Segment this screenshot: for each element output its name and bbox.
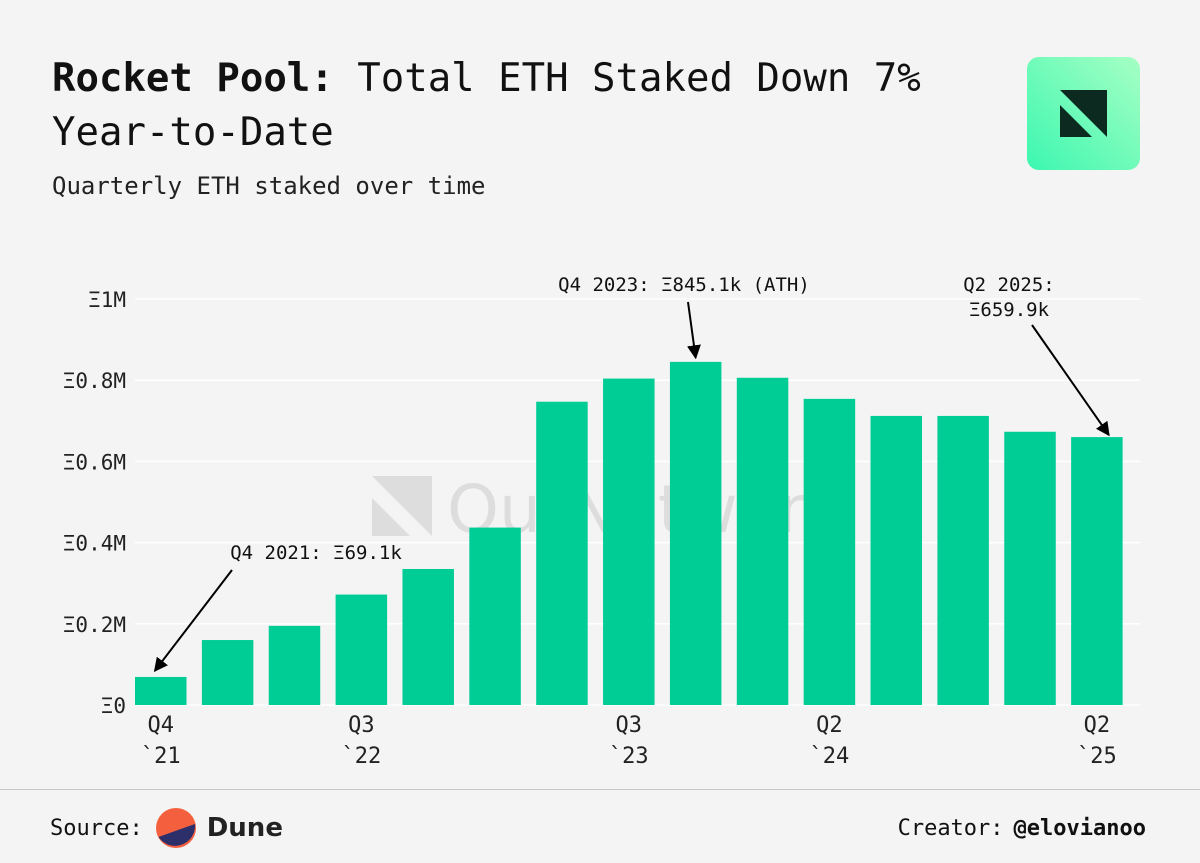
watermark-logo-icon-part xyxy=(372,498,410,536)
bar xyxy=(335,594,388,705)
bar xyxy=(135,676,187,705)
footer-divider xyxy=(0,789,1200,790)
bar xyxy=(201,640,254,705)
footer-source: Source: Dune xyxy=(50,806,283,850)
ournetwork-logo-icon xyxy=(1027,57,1140,170)
dune-logo-icon xyxy=(155,808,196,848)
y-tick-label: Ξ1M xyxy=(88,288,126,312)
creator-label: Creator: xyxy=(897,815,1004,841)
bar xyxy=(402,568,454,705)
watermark-logo-icon xyxy=(372,476,432,536)
bar xyxy=(536,401,588,705)
source-label: Source: xyxy=(50,815,143,841)
title-bold: Rocket Pool: xyxy=(52,56,334,101)
bar xyxy=(669,361,722,705)
bar xyxy=(469,527,521,705)
annotation-label: Ξ659.9k xyxy=(969,299,1050,321)
source-name: Dune xyxy=(206,813,283,843)
x-tick-label: `22 xyxy=(341,744,381,769)
annotation-arrow xyxy=(687,301,701,360)
x-tick-label: Q3 xyxy=(348,713,375,738)
bar xyxy=(803,398,856,705)
bar xyxy=(1071,437,1123,705)
bar xyxy=(268,625,321,705)
x-axis-ticks: Q4 `21 Q3 `22 Q3 `23 Q2 `24 Q2 `25 xyxy=(141,713,1117,769)
annotation-arrow xyxy=(153,569,233,673)
x-tick-label: Q2 xyxy=(816,713,843,738)
y-axis-ticks: Ξ0 Ξ0.2M Ξ0.4M Ξ0.6M Ξ0.8M Ξ1M xyxy=(63,288,126,718)
y-tick-label: Ξ0.4M xyxy=(63,532,126,556)
x-tick-label: Q4 xyxy=(147,713,174,738)
x-tick-label: `21 xyxy=(141,744,181,769)
x-tick-label: `24 xyxy=(810,744,850,769)
y-tick-label: Ξ0.2M xyxy=(63,613,126,637)
x-tick-label: `23 xyxy=(609,744,649,769)
page-subtitle: Quarterly ETH staked over time xyxy=(52,172,486,200)
bar xyxy=(1004,431,1056,705)
y-tick-label: Ξ0.8M xyxy=(63,369,126,393)
title-rest: Total ETH Staked Down 7% Year-to-Date xyxy=(52,56,921,155)
y-tick-label: Ξ0.6M xyxy=(63,450,126,474)
annotation-label: Q2 2025: xyxy=(963,274,1055,296)
annotation-arrow xyxy=(1031,324,1110,437)
x-tick-label: `25 xyxy=(1077,744,1117,769)
annotation-label: Q4 2021: Ξ69.1k xyxy=(230,542,402,564)
x-tick-label: Q3 xyxy=(616,713,643,738)
page-title: Rocket Pool: Total ETH Staked Down 7% Ye… xyxy=(52,52,982,160)
x-tick-label: Q2 xyxy=(1084,713,1111,738)
bar xyxy=(736,377,789,705)
bar xyxy=(870,415,923,705)
creator-handle: @elovianoo xyxy=(1013,815,1146,841)
bar xyxy=(937,415,989,705)
bars xyxy=(135,361,1123,705)
annotations: Q4 2021: Ξ69.1k Q4 2023: Ξ845.1k (ATH) Q2 … xyxy=(153,274,1110,673)
footer-creator: Creator: @elovianoo xyxy=(898,806,1146,850)
y-tick-label: Ξ0 xyxy=(101,694,126,718)
bar xyxy=(603,378,655,705)
annotation-label: Q4 2023: Ξ845.1k (ATH) xyxy=(558,274,810,296)
